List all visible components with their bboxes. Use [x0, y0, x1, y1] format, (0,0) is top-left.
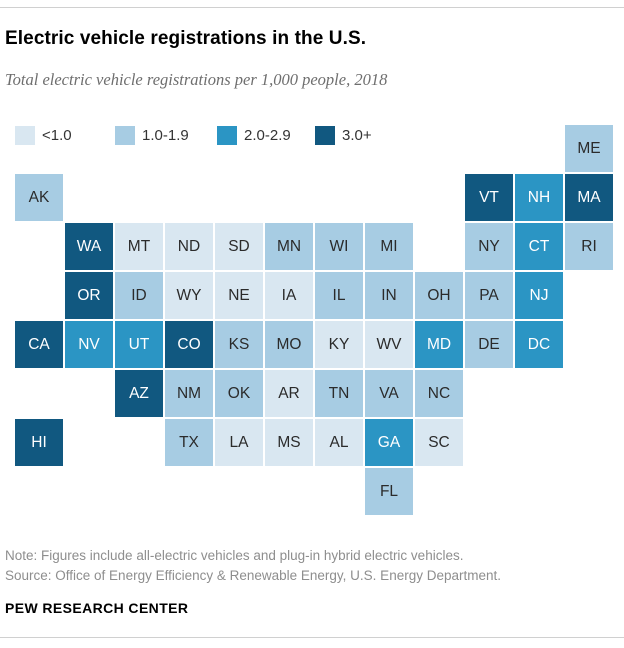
state-tile-MT: MT [114, 222, 164, 271]
legend-swatch-3plus [315, 125, 335, 145]
state-tile-TX: TX [164, 418, 214, 467]
state-tile-LA: LA [214, 418, 264, 467]
state-tile-IA: IA [264, 271, 314, 320]
state-tile-MD: MD [414, 320, 464, 369]
top-divider [0, 7, 624, 8]
state-tile-PA: PA [464, 271, 514, 320]
legend-item-2to3: 2.0-2.9 [217, 125, 291, 145]
state-tile-WV: WV [364, 320, 414, 369]
footnote-block: Note: Figures include all-electric vehic… [5, 546, 619, 586]
state-tile-FL: FL [364, 467, 414, 516]
state-tile-NJ: NJ [514, 271, 564, 320]
state-tile-NH: NH [514, 173, 564, 222]
state-tile-AL: AL [314, 418, 364, 467]
legend-label-1to2: 1.0-1.9 [142, 126, 189, 144]
state-tile-CA: CA [14, 320, 64, 369]
chart-title: Electric vehicle registrations in the U.… [5, 28, 367, 49]
state-tile-MI: MI [364, 222, 414, 271]
state-tile-GA: GA [364, 418, 414, 467]
state-tile-NM: NM [164, 369, 214, 418]
state-tile-DE: DE [464, 320, 514, 369]
state-tile-IN: IN [364, 271, 414, 320]
brand-text: PEW RESEARCH CENTER [5, 600, 189, 616]
legend-item-3plus: 3.0+ [315, 125, 372, 145]
legend-label-3plus: 3.0+ [342, 126, 372, 144]
legend-swatch-1to2 [115, 125, 135, 145]
state-tile-AK: AK [14, 173, 64, 222]
state-tile-NY: NY [464, 222, 514, 271]
state-tile-MS: MS [264, 418, 314, 467]
state-tile-ID: ID [114, 271, 164, 320]
state-tile-WA: WA [64, 222, 114, 271]
state-tile-MN: MN [264, 222, 314, 271]
legend-label-lt1: <1.0 [42, 126, 72, 144]
state-tile-AR: AR [264, 369, 314, 418]
state-tile-RI: RI [564, 222, 614, 271]
state-tile-UT: UT [114, 320, 164, 369]
state-tile-MA: MA [564, 173, 614, 222]
state-tile-CO: CO [164, 320, 214, 369]
state-tile-NV: NV [64, 320, 114, 369]
state-tile-OH: OH [414, 271, 464, 320]
state-tile-MO: MO [264, 320, 314, 369]
state-tile-CT: CT [514, 222, 564, 271]
note-text: Note: Figures include all-electric vehic… [5, 548, 464, 563]
bottom-divider [0, 637, 624, 638]
state-tile-VT: VT [464, 173, 514, 222]
state-tile-OR: OR [64, 271, 114, 320]
state-tile-IL: IL [314, 271, 364, 320]
source-text: Source: Office of Energy Efficiency & Re… [5, 568, 501, 583]
legend-swatch-2to3 [217, 125, 237, 145]
state-tile-ND: ND [164, 222, 214, 271]
state-tile-NE: NE [214, 271, 264, 320]
state-tile-HI: HI [14, 418, 64, 467]
state-tile-KS: KS [214, 320, 264, 369]
legend-item-1to2: 1.0-1.9 [115, 125, 189, 145]
state-tile-SC: SC [414, 418, 464, 467]
legend-item-lt1: <1.0 [15, 125, 72, 145]
state-tile-SD: SD [214, 222, 264, 271]
state-tile-VA: VA [364, 369, 414, 418]
state-tile-KY: KY [314, 320, 364, 369]
state-tile-AZ: AZ [114, 369, 164, 418]
chart-subtitle: Total electric vehicle registrations per… [5, 70, 388, 89]
state-tile-NC: NC [414, 369, 464, 418]
state-tile-WY: WY [164, 271, 214, 320]
state-tile-TN: TN [314, 369, 364, 418]
state-tile-OK: OK [214, 369, 264, 418]
state-tile-ME: ME [564, 124, 614, 173]
state-tile-DC: DC [514, 320, 564, 369]
state-tile-WI: WI [314, 222, 364, 271]
legend-label-2to3: 2.0-2.9 [244, 126, 291, 144]
legend-swatch-lt1 [15, 125, 35, 145]
